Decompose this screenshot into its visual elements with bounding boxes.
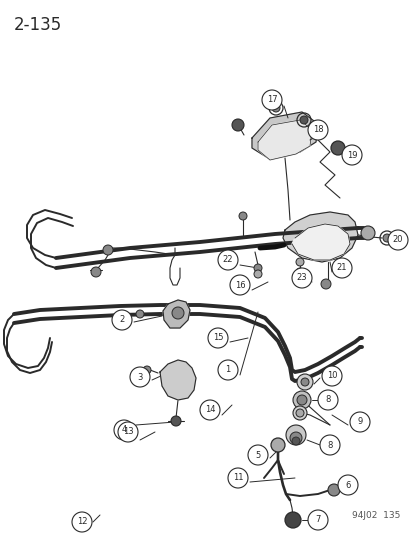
Circle shape	[118, 422, 138, 442]
Text: 4: 4	[121, 425, 126, 434]
Circle shape	[247, 445, 267, 465]
Circle shape	[218, 250, 237, 270]
Circle shape	[319, 435, 339, 455]
Circle shape	[207, 328, 228, 348]
Text: 7: 7	[315, 515, 320, 524]
Text: 14: 14	[204, 406, 215, 415]
Circle shape	[289, 432, 301, 444]
Text: 2: 2	[119, 316, 124, 325]
Circle shape	[299, 116, 307, 124]
Text: 9: 9	[356, 417, 362, 426]
Text: 10: 10	[326, 372, 337, 381]
Polygon shape	[291, 224, 349, 260]
Text: 94J02  135: 94J02 135	[351, 511, 399, 520]
Circle shape	[254, 264, 261, 272]
Circle shape	[130, 367, 150, 387]
Text: 19: 19	[346, 150, 356, 159]
Circle shape	[295, 409, 303, 417]
Circle shape	[331, 258, 351, 278]
Circle shape	[341, 145, 361, 165]
Text: 15: 15	[212, 334, 223, 343]
Circle shape	[300, 378, 308, 386]
Circle shape	[295, 258, 303, 266]
Circle shape	[320, 279, 330, 289]
Polygon shape	[252, 112, 317, 158]
Circle shape	[271, 104, 279, 112]
Circle shape	[317, 390, 337, 410]
Circle shape	[291, 268, 311, 288]
Circle shape	[284, 512, 300, 528]
Polygon shape	[159, 360, 195, 400]
Polygon shape	[163, 300, 190, 328]
Circle shape	[218, 360, 237, 380]
Text: 6: 6	[344, 481, 350, 489]
Circle shape	[171, 416, 180, 426]
Text: 22: 22	[222, 255, 233, 264]
Circle shape	[228, 468, 247, 488]
Circle shape	[238, 212, 247, 220]
Circle shape	[285, 425, 305, 445]
Circle shape	[330, 141, 344, 155]
Circle shape	[91, 267, 101, 277]
Circle shape	[387, 230, 407, 250]
Text: 8: 8	[325, 395, 330, 405]
Circle shape	[349, 412, 369, 432]
Circle shape	[291, 437, 299, 445]
Circle shape	[114, 420, 134, 440]
Circle shape	[327, 484, 339, 496]
Circle shape	[296, 374, 312, 390]
Circle shape	[307, 120, 327, 140]
Text: 16: 16	[234, 280, 245, 289]
Circle shape	[103, 245, 113, 255]
Text: 1: 1	[225, 366, 230, 375]
Circle shape	[271, 438, 284, 452]
Circle shape	[261, 90, 281, 110]
Circle shape	[360, 226, 374, 240]
Circle shape	[142, 366, 151, 374]
Text: 5: 5	[255, 450, 260, 459]
Text: 12: 12	[76, 518, 87, 527]
Text: 18: 18	[312, 125, 323, 134]
Text: 23: 23	[296, 273, 306, 282]
Circle shape	[307, 510, 327, 530]
Text: 2-135: 2-135	[14, 16, 62, 34]
Circle shape	[321, 366, 341, 386]
Circle shape	[254, 270, 261, 278]
Text: 20: 20	[392, 236, 402, 245]
Text: 17: 17	[266, 95, 277, 104]
Circle shape	[231, 119, 243, 131]
Circle shape	[337, 475, 357, 495]
Text: 3: 3	[137, 373, 142, 382]
Text: 11: 11	[232, 473, 243, 482]
Circle shape	[199, 400, 219, 420]
Circle shape	[292, 406, 306, 420]
Circle shape	[136, 310, 144, 318]
Circle shape	[230, 275, 249, 295]
Circle shape	[382, 234, 390, 242]
Circle shape	[295, 268, 303, 276]
Text: 13: 13	[122, 427, 133, 437]
Polygon shape	[282, 212, 357, 262]
Circle shape	[171, 307, 183, 319]
Circle shape	[296, 395, 306, 405]
Circle shape	[112, 310, 132, 330]
Text: 21: 21	[336, 263, 347, 272]
Circle shape	[72, 512, 92, 532]
Polygon shape	[257, 120, 311, 160]
Circle shape	[292, 391, 310, 409]
Text: 8: 8	[327, 440, 332, 449]
